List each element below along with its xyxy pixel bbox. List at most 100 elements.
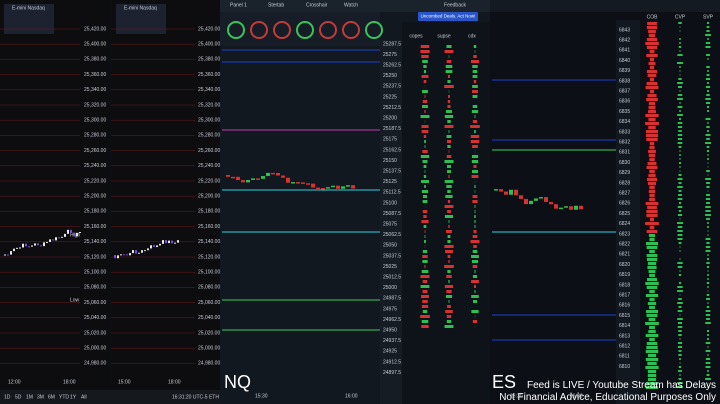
- banner-text[interactable]: Uncombed Deals. Act Now!: [421, 14, 476, 19]
- volume-cell: [444, 160, 454, 163]
- profile-bar: [649, 250, 655, 253]
- volume-cell: [420, 285, 430, 288]
- volume-cell: [446, 185, 452, 188]
- candle: [564, 206, 568, 208]
- range-button[interactable]: 5D: [15, 394, 22, 400]
- price-label: 25,040.00: [84, 315, 106, 321]
- profile-bar: [705, 314, 711, 316]
- candle: [321, 188, 325, 190]
- range-button[interactable]: 1M: [26, 394, 33, 400]
- volume-cell: [446, 315, 452, 318]
- toolbar-item[interactable]: Panel 1: [230, 2, 247, 8]
- profile-bar: [677, 198, 683, 200]
- profile-bar: [677, 318, 683, 320]
- profile-bar: [707, 370, 709, 372]
- feedback[interactable]: Feedback: [444, 2, 466, 8]
- profile-bar: [677, 54, 683, 56]
- volume-cell: [448, 225, 450, 228]
- price-label: 25,020.00: [198, 330, 220, 336]
- profile-bar: [649, 146, 655, 149]
- profile-bar: [677, 262, 683, 264]
- profile-bar: [679, 246, 681, 248]
- volume-cell: [444, 85, 454, 88]
- profile-bar: [707, 258, 709, 260]
- volume-cell: [472, 90, 478, 93]
- profile-bar: [705, 134, 711, 136]
- candle: [165, 240, 167, 244]
- toolbar-item[interactable]: Stertab: [268, 2, 284, 8]
- profile-bar: [646, 314, 658, 317]
- price-label: 25,340.00: [84, 87, 106, 93]
- profile-bar: [678, 282, 682, 284]
- range-button[interactable]: 1D: [4, 394, 11, 400]
- range-button[interactable]: 1Y: [70, 394, 77, 400]
- profile-bar: [707, 270, 709, 272]
- toolbar-item[interactable]: Crosshair: [306, 2, 328, 8]
- profile-bar: [677, 214, 683, 216]
- volume-cell: [423, 165, 427, 168]
- candle: [19, 247, 21, 249]
- profile-bar: [705, 86, 711, 88]
- volume-cell: [423, 225, 427, 228]
- volume-cell: [446, 290, 452, 293]
- candle: [549, 201, 553, 205]
- range-button[interactable]: YTD: [59, 394, 69, 400]
- volume-cell: [447, 105, 451, 108]
- profile-bar: [645, 294, 659, 297]
- profile-bar: [649, 274, 655, 277]
- toolbar-item[interactable]: Watch: [344, 2, 358, 8]
- range-button[interactable]: 6M: [48, 394, 55, 400]
- profile-bar: [705, 358, 711, 360]
- profile-bar: [705, 350, 711, 352]
- profile-bar: [678, 306, 682, 308]
- range-button[interactable]: 3M: [37, 394, 44, 400]
- profile-bar: [647, 182, 657, 185]
- profile-bar: [677, 122, 683, 124]
- profile-bar: [645, 322, 659, 325]
- candle: [37, 243, 39, 246]
- profile-bar: [706, 186, 710, 188]
- profile-bar: [707, 226, 709, 228]
- profile-bar: [679, 158, 681, 160]
- profile-bar: [705, 366, 711, 368]
- profile-bar: [678, 366, 682, 368]
- clock: 16:31:20 UTC-5 ETH: [172, 394, 219, 400]
- volume-cell: [444, 205, 454, 208]
- volume-cell: [424, 240, 426, 243]
- profile-bar: [645, 386, 659, 389]
- volume-cell: [420, 155, 430, 158]
- price-label: 25200: [383, 116, 397, 122]
- candle: [241, 180, 245, 183]
- candle: [64, 233, 66, 237]
- volume-cell: [424, 110, 426, 113]
- price-label: 6817: [619, 293, 630, 299]
- gauge: [365, 21, 383, 39]
- profile-bar: [679, 338, 681, 340]
- volume-cell: [424, 235, 426, 238]
- price-label: 25175: [383, 137, 397, 143]
- profile-bar: [677, 178, 683, 180]
- profile-bar: [677, 382, 683, 384]
- price-label: 25,220.00: [84, 178, 106, 184]
- profile-bar: [706, 266, 710, 268]
- profile-bar: [677, 230, 683, 232]
- profile-bar: [646, 342, 658, 345]
- profile-bar: [677, 234, 683, 236]
- candle: [266, 172, 270, 177]
- profile-bar: [707, 222, 709, 224]
- profile-bar: [707, 334, 709, 336]
- volume-cell: [446, 165, 452, 168]
- profile-bar: [648, 62, 656, 65]
- profile-bar: [705, 42, 711, 44]
- volume-cell: [422, 210, 428, 213]
- banner[interactable]: [418, 12, 478, 21]
- price-label: 6818: [619, 282, 630, 288]
- price-label: 25,220.00: [198, 178, 220, 184]
- volume-cell: [422, 310, 428, 313]
- volume-cell: [448, 300, 450, 303]
- range-button[interactable]: All: [81, 394, 87, 400]
- profile-bar: [706, 294, 710, 296]
- volume-cell: [473, 80, 477, 83]
- volume-cell: [474, 290, 476, 293]
- volume-cell: [444, 50, 454, 53]
